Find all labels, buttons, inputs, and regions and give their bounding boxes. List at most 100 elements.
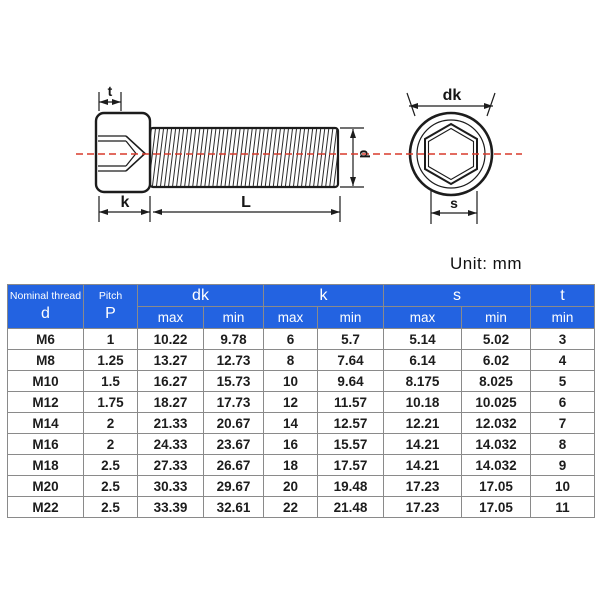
cell-k-min: 17.57 <box>317 454 384 476</box>
dim-t <box>98 92 122 111</box>
table-body: M6 1 10.22 9.78 6 5.7 5.14 5.02 3 M8 1.2… <box>7 328 595 518</box>
cell-dk-max: 33.39 <box>137 496 204 518</box>
cell-t-min: 9 <box>530 454 595 476</box>
cell-s-max: 14.21 <box>383 433 462 455</box>
hex-socket-outline <box>424 122 478 186</box>
cell-dk-min: 29.67 <box>203 475 264 497</box>
label-s: s <box>450 195 458 211</box>
cell-s-min: 17.05 <box>461 496 531 518</box>
cell-s-max: 14.21 <box>383 454 462 476</box>
cell-pitch: 2.5 <box>83 475 138 497</box>
cell-dk-min: 32.61 <box>203 496 264 518</box>
cell-k-max: 14 <box>263 412 318 434</box>
cell-k-max: 12 <box>263 391 318 413</box>
cell-k-min: 19.48 <box>317 475 384 497</box>
table-row: M12 1.75 18.27 17.73 12 11.57 10.18 10.0… <box>7 391 595 413</box>
cell-thread-size: M20 <box>7 475 84 497</box>
dimensions-table: Nominal thread d Pitch P dk k s t max mi… <box>7 284 595 518</box>
label-L: L <box>241 194 251 211</box>
table-row: M22 2.5 33.39 32.61 22 21.48 17.23 17.05… <box>7 496 595 518</box>
cell-s-max: 12.21 <box>383 412 462 434</box>
cell-pitch: 1.5 <box>83 370 138 392</box>
cell-dk-min: 23.67 <box>203 433 264 455</box>
cell-pitch: 2 <box>83 433 138 455</box>
cell-k-max: 10 <box>263 370 318 392</box>
cell-s-max: 17.23 <box>383 475 462 497</box>
cell-k-max: 8 <box>263 349 318 371</box>
cell-t-min: 8 <box>530 433 595 455</box>
cell-dk-max: 16.27 <box>137 370 204 392</box>
cell-dk-min: 9.78 <box>203 328 264 350</box>
table-row: M20 2.5 30.33 29.67 20 19.48 17.23 17.05… <box>7 475 595 497</box>
cell-s-min: 14.032 <box>461 433 531 455</box>
col-header-nominal-thread-label: Nominal thread <box>9 290 82 303</box>
cell-s-max: 10.18 <box>383 391 462 413</box>
col-header-nominal-thread-d: Nominal thread d <box>7 284 84 329</box>
cell-pitch: 1.25 <box>83 349 138 371</box>
cell-t-min: 6 <box>530 391 595 413</box>
cell-thread-size: M22 <box>7 496 84 518</box>
col-header-p-symbol: P <box>105 304 116 322</box>
socket-section <box>98 135 126 172</box>
cell-s-min: 10.025 <box>461 391 531 413</box>
subheader-s-min: min <box>461 306 531 329</box>
dim-dk <box>406 92 496 117</box>
cell-pitch: 2 <box>83 412 138 434</box>
cell-t-min: 11 <box>530 496 595 518</box>
side-view <box>94 92 364 222</box>
cell-dk-max: 18.27 <box>137 391 204 413</box>
cell-k-max: 20 <box>263 475 318 497</box>
subheader-k-min: min <box>317 306 384 329</box>
cell-s-max: 17.23 <box>383 496 462 518</box>
cell-k-max: 16 <box>263 433 318 455</box>
dim-k-L <box>98 196 341 222</box>
cell-thread-size: M12 <box>7 391 84 413</box>
cell-k-min: 7.64 <box>317 349 384 371</box>
cell-s-min: 6.02 <box>461 349 531 371</box>
dim-d <box>340 127 364 188</box>
cell-s-min: 17.05 <box>461 475 531 497</box>
label-t: t <box>108 83 113 99</box>
cell-s-min: 12.032 <box>461 412 531 434</box>
col-group-k: k <box>263 284 384 307</box>
cell-thread-size: M8 <box>7 349 84 371</box>
screw-technical-drawing: t k L d dk s <box>76 83 522 224</box>
cell-pitch: 2.5 <box>83 496 138 518</box>
table-header: Nominal thread d Pitch P dk k s t max mi… <box>7 284 595 329</box>
col-group-dk: dk <box>137 284 264 307</box>
cell-k-max: 18 <box>263 454 318 476</box>
cell-t-min: 3 <box>530 328 595 350</box>
label-dk: dk <box>443 87 462 104</box>
table-row: M16 2 24.33 23.67 16 15.57 14.21 14.032 … <box>7 433 595 455</box>
cell-dk-min: 17.73 <box>203 391 264 413</box>
table-row: M14 2 21.33 20.67 14 12.57 12.21 12.032 … <box>7 412 595 434</box>
cell-s-max: 8.175 <box>383 370 462 392</box>
subheader-t-min: min <box>530 306 595 329</box>
cell-k-max: 6 <box>263 328 318 350</box>
cell-dk-min: 15.73 <box>203 370 264 392</box>
subheader-s-max: max <box>383 306 462 329</box>
cell-s-max: 6.14 <box>383 349 462 371</box>
table-row: M6 1 10.22 9.78 6 5.7 5.14 5.02 3 <box>7 328 595 350</box>
cell-s-max: 5.14 <box>383 328 462 350</box>
subheader-dk-max: max <box>137 306 204 329</box>
cell-t-min: 5 <box>530 370 595 392</box>
cell-dk-min: 20.67 <box>203 412 264 434</box>
cell-t-min: 7 <box>530 412 595 434</box>
screw-shaft <box>148 126 340 189</box>
col-group-t: t <box>530 284 595 307</box>
cell-pitch: 1 <box>83 328 138 350</box>
cell-thread-size: M6 <box>7 328 84 350</box>
cell-dk-max: 27.33 <box>137 454 204 476</box>
table-row: M18 2.5 27.33 26.67 18 17.57 14.21 14.03… <box>7 454 595 476</box>
cell-dk-max: 13.27 <box>137 349 204 371</box>
cell-pitch: 1.75 <box>83 391 138 413</box>
cell-t-min: 4 <box>530 349 595 371</box>
cell-thread-size: M16 <box>7 433 84 455</box>
cell-thread-size: M18 <box>7 454 84 476</box>
cell-s-min: 14.032 <box>461 454 531 476</box>
col-header-d-symbol: d <box>41 304 50 322</box>
subheader-dk-min: min <box>203 306 264 329</box>
col-group-s: s <box>383 284 531 307</box>
